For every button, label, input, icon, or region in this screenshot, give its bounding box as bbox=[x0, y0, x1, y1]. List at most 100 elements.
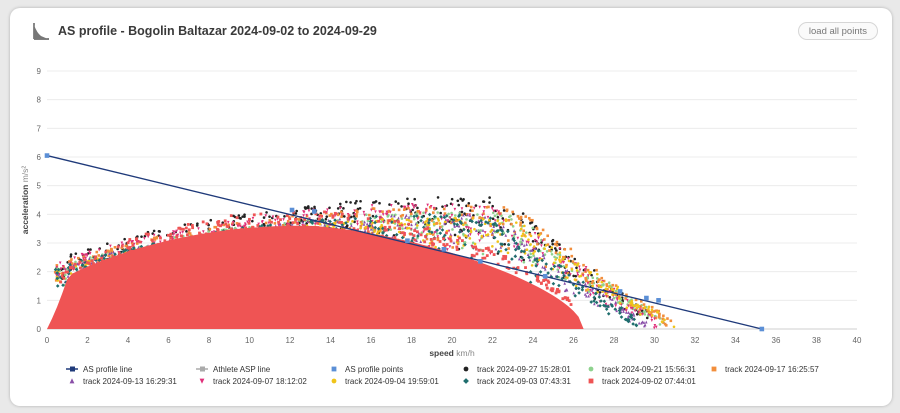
track-point bbox=[519, 217, 522, 221]
track-point bbox=[86, 248, 90, 251]
track-point bbox=[202, 230, 205, 234]
track-point bbox=[287, 222, 291, 226]
track-point bbox=[378, 216, 381, 220]
track-point bbox=[630, 299, 634, 303]
track-point bbox=[578, 268, 582, 272]
track-point bbox=[95, 250, 99, 254]
track-point bbox=[513, 254, 518, 259]
track-point bbox=[533, 250, 537, 253]
track-point bbox=[400, 205, 403, 208]
track-point bbox=[592, 295, 597, 300]
track-point bbox=[478, 230, 482, 234]
as-profile-line bbox=[46, 154, 762, 330]
track-point bbox=[615, 309, 618, 313]
track-point bbox=[563, 296, 567, 300]
track-point bbox=[104, 250, 108, 254]
track-point bbox=[230, 233, 233, 236]
track-point bbox=[640, 300, 643, 303]
track-point bbox=[402, 208, 406, 211]
track-point bbox=[624, 310, 628, 314]
track-point bbox=[438, 240, 442, 243]
track-point bbox=[606, 304, 610, 309]
track-point bbox=[406, 197, 409, 201]
track-point bbox=[436, 211, 439, 214]
track-point bbox=[134, 238, 138, 241]
track-point bbox=[401, 213, 404, 217]
track-point bbox=[197, 227, 200, 231]
track-point bbox=[258, 228, 261, 232]
track-point bbox=[516, 236, 520, 240]
track-point bbox=[220, 223, 224, 227]
track-point bbox=[263, 227, 267, 231]
track-point bbox=[92, 262, 95, 265]
track-point bbox=[537, 236, 540, 240]
track-point bbox=[571, 260, 575, 263]
track-point bbox=[634, 323, 639, 328]
track-point bbox=[562, 274, 566, 278]
track-point bbox=[270, 220, 273, 224]
track-point bbox=[553, 247, 557, 250]
track-point bbox=[589, 300, 594, 304]
track-point bbox=[290, 222, 294, 226]
track-point bbox=[302, 214, 305, 218]
track-point bbox=[420, 231, 424, 234]
legend-item: Athlete ASP line bbox=[196, 365, 271, 374]
track-point bbox=[545, 286, 549, 290]
track-point bbox=[455, 219, 458, 223]
track-point bbox=[654, 309, 657, 313]
track-point bbox=[375, 232, 379, 235]
track-point bbox=[474, 247, 478, 251]
track-point bbox=[323, 210, 326, 214]
track-point bbox=[103, 253, 108, 258]
track-point bbox=[150, 238, 154, 242]
track-point bbox=[637, 305, 641, 308]
track-point bbox=[496, 215, 500, 219]
as-profile-points bbox=[44, 153, 765, 332]
track-point bbox=[370, 204, 374, 208]
track-point bbox=[130, 240, 133, 244]
track-point bbox=[473, 242, 477, 246]
track-point bbox=[497, 224, 501, 228]
track-point bbox=[416, 215, 420, 219]
track-point bbox=[159, 240, 162, 244]
track-point bbox=[583, 268, 587, 272]
track-point bbox=[484, 220, 488, 224]
load-all-points-button[interactable]: load all points bbox=[797, 22, 878, 40]
track-point bbox=[455, 248, 459, 251]
track-point bbox=[554, 251, 558, 255]
track-point bbox=[470, 253, 474, 257]
track-point bbox=[208, 227, 212, 231]
track-point bbox=[655, 325, 658, 329]
track-point bbox=[576, 264, 579, 267]
track-point bbox=[536, 242, 539, 246]
track-point bbox=[412, 217, 416, 221]
track-point bbox=[450, 211, 453, 215]
track-point bbox=[313, 205, 316, 209]
y-tick-label: 9 bbox=[37, 67, 42, 76]
track-point bbox=[66, 271, 71, 276]
track-point bbox=[432, 233, 435, 236]
track-point bbox=[483, 256, 487, 260]
track-point bbox=[143, 234, 147, 238]
track-point bbox=[397, 208, 401, 212]
track-point bbox=[563, 289, 567, 293]
track-point bbox=[396, 220, 400, 224]
track-point bbox=[436, 238, 440, 242]
y-tick-label: 7 bbox=[37, 124, 42, 133]
track-point bbox=[438, 231, 443, 235]
track-point bbox=[305, 213, 308, 217]
track-point bbox=[614, 289, 618, 293]
track-point bbox=[466, 229, 471, 233]
track-point bbox=[409, 232, 413, 236]
track-point bbox=[303, 218, 306, 221]
track-point bbox=[89, 259, 92, 263]
track-point bbox=[378, 210, 381, 214]
track-point bbox=[609, 290, 612, 294]
track-point bbox=[562, 256, 565, 259]
track-point bbox=[644, 320, 648, 324]
track-point bbox=[557, 269, 560, 273]
track-point bbox=[460, 246, 464, 250]
track-point bbox=[227, 223, 230, 227]
track-point bbox=[572, 274, 575, 278]
track-point bbox=[373, 230, 376, 233]
